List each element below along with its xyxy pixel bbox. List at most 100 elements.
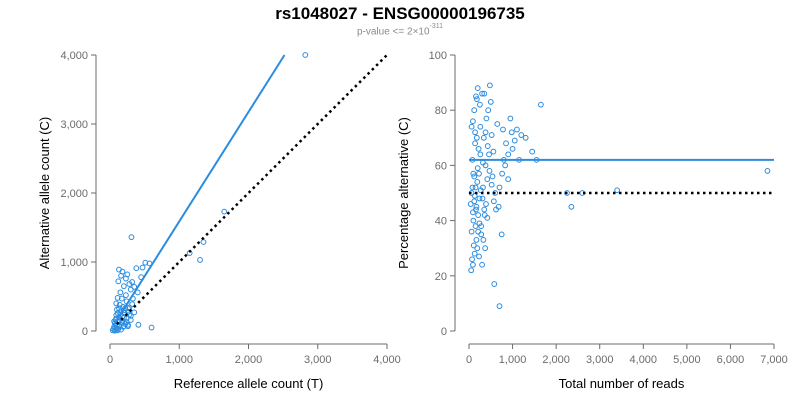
right-data-point (484, 143, 491, 149)
left-x-tick-label: 1,000 (165, 354, 193, 366)
left-data-point (200, 239, 207, 245)
left-data-point (129, 301, 136, 307)
right-y-tick-label: 100 (429, 50, 447, 62)
left-data-point (123, 275, 129, 282)
right-data-point (476, 195, 483, 202)
right-data-point (476, 220, 483, 227)
right-data-point (471, 107, 478, 114)
right-data-point (499, 170, 506, 177)
right-data-point (486, 168, 493, 174)
right-data-point (485, 107, 492, 114)
right-x-axis-label: Total number of reads (559, 376, 685, 391)
right-data-point (484, 176, 491, 183)
left-data-point (131, 283, 138, 290)
right-x-tick-label: 2,000 (542, 354, 570, 366)
left-data-point (109, 327, 116, 334)
right-data-point (481, 206, 488, 213)
right-x-tick-label: 4,000 (630, 354, 658, 366)
left-data-point (148, 324, 155, 331)
right-data-point (468, 228, 475, 235)
left-data-point (117, 289, 124, 296)
right-data-point (487, 99, 494, 105)
right-x-tick-label: 5,000 (673, 354, 701, 366)
left-data-point (133, 265, 140, 272)
left-data-point (113, 300, 120, 307)
left-data-point (302, 52, 309, 58)
right-data-point (509, 145, 516, 152)
pvalue-exponent: -311 (429, 23, 444, 30)
left-x-tick-label: 2,000 (235, 354, 263, 366)
left-y-tick-label: 1,000 (60, 257, 88, 269)
right-data-point (479, 261, 485, 268)
right-data-point (475, 212, 482, 218)
right-data-point (472, 223, 479, 230)
right-data-point (478, 231, 485, 238)
right-data-point (471, 250, 478, 257)
left-data-point (115, 278, 122, 285)
right-data-point (518, 132, 525, 138)
right-data-point (471, 173, 478, 180)
right-data-point (469, 256, 475, 263)
right-data-point (470, 242, 477, 249)
right-data-point (500, 126, 506, 133)
right-y-tick-label: 60 (435, 160, 447, 172)
right-data-point (492, 190, 499, 196)
right-data-point (481, 90, 488, 97)
left-data-point (197, 257, 203, 263)
right-data-point (483, 201, 489, 207)
left-y-tick-label: 3,000 (60, 119, 88, 131)
right-data-point (511, 137, 518, 144)
right-data-point (496, 303, 503, 310)
right-x-tick-label: 7,000 (760, 354, 788, 366)
right-data-point (470, 261, 476, 268)
right-data-point (568, 203, 575, 210)
right-data-point (494, 121, 501, 127)
right-data-point (483, 115, 490, 122)
left-data-point (114, 294, 121, 301)
left-data-point (118, 326, 124, 333)
left-data-point (126, 281, 133, 287)
left-y-axis-label: Alternative allele count (C) (37, 117, 52, 269)
left-regression-line (112, 54, 286, 327)
right-data-point (479, 90, 485, 97)
left-data-point (123, 319, 130, 325)
right-y-tick-label: 20 (435, 271, 447, 283)
right-data-point (487, 82, 493, 89)
right-data-point (476, 170, 482, 177)
left-data-point (125, 321, 131, 328)
chart-subtitle: p-value <= 2×10-311 (0, 23, 800, 38)
right-data-point (473, 237, 480, 243)
right-data-point (472, 140, 479, 147)
pvalue-text: p-value <= 2×10 (356, 26, 430, 38)
right-data-point (482, 129, 489, 136)
right-data-point (502, 162, 509, 169)
right-data-point (472, 184, 479, 191)
right-y-axis-label: Percentage alternative (C) (396, 117, 411, 269)
right-data-point (467, 201, 474, 207)
left-y-tick-label: 2,000 (60, 188, 88, 200)
right-data-point (470, 118, 476, 125)
right-data-point (476, 101, 483, 108)
right-y-tick-label: 0 (441, 326, 447, 338)
right-data-point (614, 187, 621, 194)
right-data-point (484, 214, 491, 221)
right-data-point (470, 209, 476, 216)
left-data-point (114, 310, 121, 316)
right-y-tick-label: 40 (435, 216, 447, 228)
right-data-point (477, 151, 484, 158)
right-data-point (514, 126, 520, 133)
right-data-point (503, 140, 509, 147)
chart-title: rs1048027 - ENSG00000196735 (275, 4, 525, 23)
right-data-point (508, 129, 515, 136)
left-data-point (117, 311, 124, 318)
left-data-point (127, 286, 134, 293)
right-data-point (507, 115, 514, 122)
left-data-point (120, 283, 127, 290)
left-x-axis-label: Reference allele count (T) (174, 376, 324, 391)
right-data-point (480, 134, 487, 141)
right-data-point (473, 93, 479, 100)
left-y-tick-label: 0 (82, 326, 88, 338)
left-data-point (131, 309, 138, 316)
right-data-point (564, 190, 570, 196)
